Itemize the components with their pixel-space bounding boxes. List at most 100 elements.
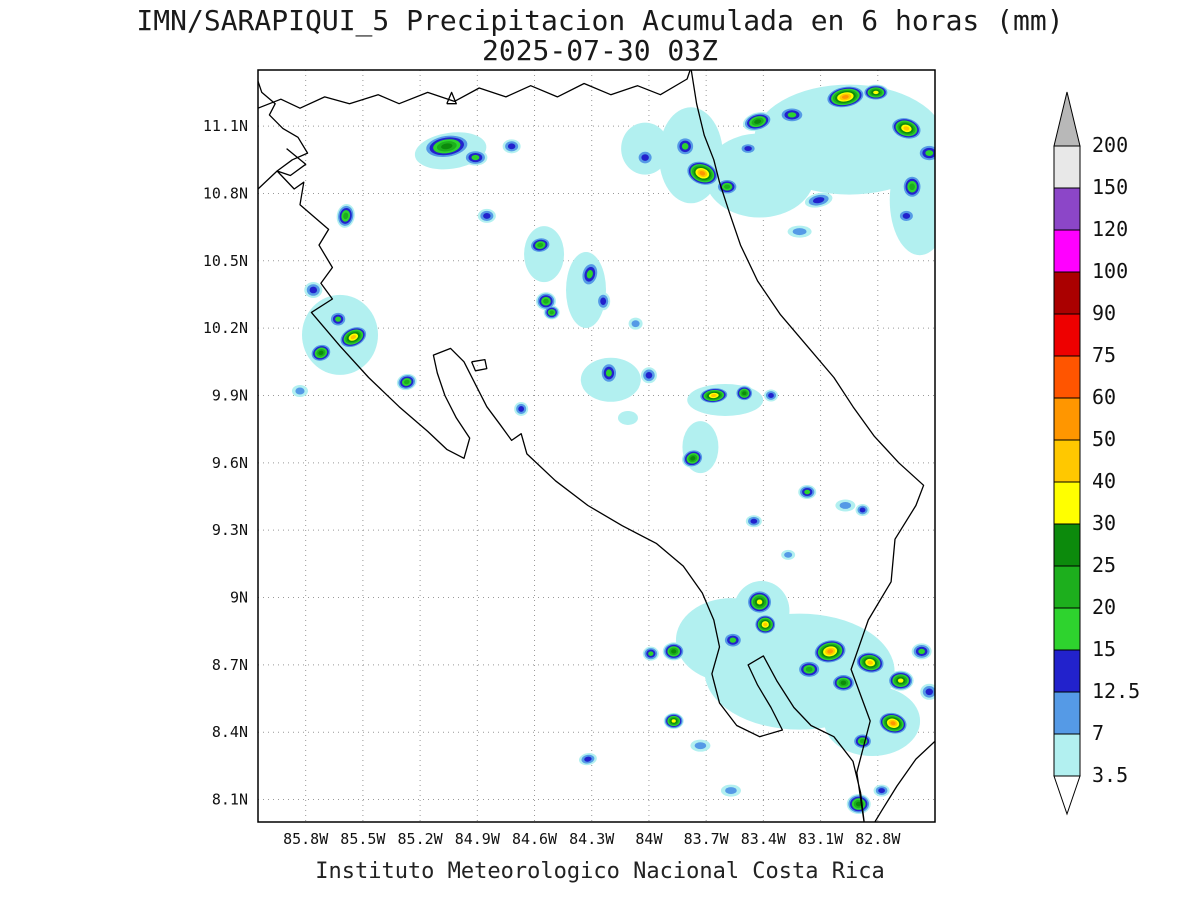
- colorbar-segment: [1053, 481, 1081, 525]
- precip-band: [671, 719, 676, 723]
- precip-band: [621, 122, 670, 175]
- colorbar-label: 200: [1092, 133, 1128, 157]
- precip-band: [641, 154, 649, 161]
- precip-band: [537, 242, 544, 248]
- lon-tick-label: 85.2W: [398, 830, 444, 848]
- precip-band: [787, 112, 797, 118]
- lon-tick-label: 84.3W: [569, 830, 615, 848]
- precip-band: [756, 599, 763, 605]
- colorbar-label: 15: [1092, 637, 1116, 661]
- precip-band: [335, 316, 342, 322]
- precip-band: [841, 94, 849, 99]
- precip-band: [805, 666, 813, 672]
- precip-band: [784, 551, 793, 558]
- lon-tick-label: 83.7W: [684, 830, 730, 848]
- longitude-axis: 85.8W 85.5W 85.2W 84.9W 84.6W 84.3W 84W 83.7W 83…: [283, 830, 901, 848]
- lon-tick-label: 84.6W: [512, 830, 558, 848]
- colorbar-segment: [1053, 691, 1081, 735]
- colorbar-label: 20: [1092, 595, 1116, 619]
- precip-band: [754, 119, 762, 124]
- precip-band: [763, 622, 768, 627]
- lat-tick-label: 8.7N: [212, 656, 248, 674]
- precip-band: [918, 648, 925, 655]
- chart-title: IMN/SARAPIQUI_5 Precipitacion Acumulada …: [136, 4, 1064, 37]
- latitude-axis: 11.1N 10.8N 10.5N 10.2N 9.9N 9.6N 9.3N 9N 8.7N 8.…: [203, 117, 248, 808]
- precip-band: [441, 143, 453, 150]
- lat-tick-label: 9.6N: [212, 454, 248, 472]
- colorbar-overflow-arrow-icon: [1053, 91, 1081, 147]
- precip-band: [343, 212, 349, 220]
- precip-band: [318, 350, 324, 356]
- coastline-island-marker: [446, 91, 457, 105]
- precip-band: [584, 756, 592, 762]
- precip-band: [617, 410, 638, 425]
- lon-tick-label: 85.8W: [283, 830, 329, 848]
- precip-band: [690, 456, 696, 461]
- lon-tick-label: 83.1W: [798, 830, 844, 848]
- colorbar-segment: [1053, 565, 1081, 609]
- colorbar-segment: [1053, 187, 1081, 231]
- precip-band: [671, 649, 677, 654]
- colorbar-label: 40: [1092, 469, 1116, 493]
- colorbar-label: 60: [1092, 385, 1116, 409]
- precip-band: [600, 297, 607, 305]
- colorbar-label: 100: [1092, 259, 1128, 283]
- coastline-lake-nicaragua-shore: [258, 80, 309, 190]
- lat-tick-label: 8.4N: [212, 723, 248, 741]
- colorbar-segment: [1053, 271, 1081, 315]
- colorbar-segment: [1053, 229, 1081, 273]
- colorbar: 3.5 7 12.5 15 20 25 30 40 50 60 75 90 100 120 150 200: [1053, 91, 1140, 816]
- precip-band: [867, 660, 873, 665]
- colorbar-segment: [1053, 439, 1081, 483]
- precipitation-shading: [291, 84, 935, 815]
- precip-band: [710, 393, 717, 398]
- coastline-san-juan-river-border: [258, 70, 691, 109]
- lon-tick-label: 84W: [635, 830, 663, 848]
- precip-band: [566, 251, 607, 328]
- coastline-isla-chira: [471, 358, 488, 372]
- precip-band: [903, 126, 910, 131]
- lat-tick-label: 9.9N: [212, 386, 248, 404]
- lat-tick-label: 9N: [230, 589, 248, 607]
- precip-band: [543, 298, 549, 304]
- precip-band: [687, 383, 764, 416]
- precip-band: [404, 379, 410, 385]
- colorbar-label: 30: [1092, 511, 1116, 535]
- colorbar-segment: [1053, 649, 1081, 693]
- precip-band: [471, 154, 480, 161]
- precip-band: [750, 518, 758, 524]
- colorbar-label: 12.5: [1092, 679, 1140, 703]
- precip-band: [295, 387, 305, 395]
- colorbar-segment: [1053, 145, 1081, 189]
- colorbar-label: 25: [1092, 553, 1116, 577]
- precip-band: [507, 143, 516, 150]
- precip-band: [729, 637, 737, 643]
- chart-subtitle: 2025-07-30 03Z: [481, 34, 718, 67]
- colorbar-segment: [1053, 355, 1081, 399]
- precip-band: [855, 801, 862, 807]
- precip-band: [840, 680, 847, 685]
- precip-band: [889, 145, 935, 256]
- lon-tick-label: 83.4W: [741, 830, 787, 848]
- precip-band: [694, 742, 707, 750]
- colorbar-segment: [1053, 313, 1081, 357]
- precip-band: [902, 213, 911, 219]
- precip-band: [890, 721, 896, 726]
- colorbar-segment: [1053, 523, 1081, 567]
- precip-band: [549, 310, 554, 315]
- colorbar-segment: [1053, 607, 1081, 651]
- coastline-costa-rica-outline: [276, 70, 925, 822]
- precip-band: [699, 171, 706, 176]
- precip-band: [909, 183, 915, 191]
- lon-tick-label: 85.5W: [340, 830, 386, 848]
- precip-band: [873, 90, 879, 95]
- precip-band: [724, 184, 731, 189]
- precip-band: [744, 146, 752, 152]
- precip-band: [350, 335, 357, 340]
- lon-tick-label: 84.9W: [455, 830, 501, 848]
- precip-band: [483, 213, 491, 219]
- coastline-panama-pacific-coast: [874, 740, 935, 822]
- precip-band: [839, 502, 852, 509]
- precip-band: [518, 406, 525, 412]
